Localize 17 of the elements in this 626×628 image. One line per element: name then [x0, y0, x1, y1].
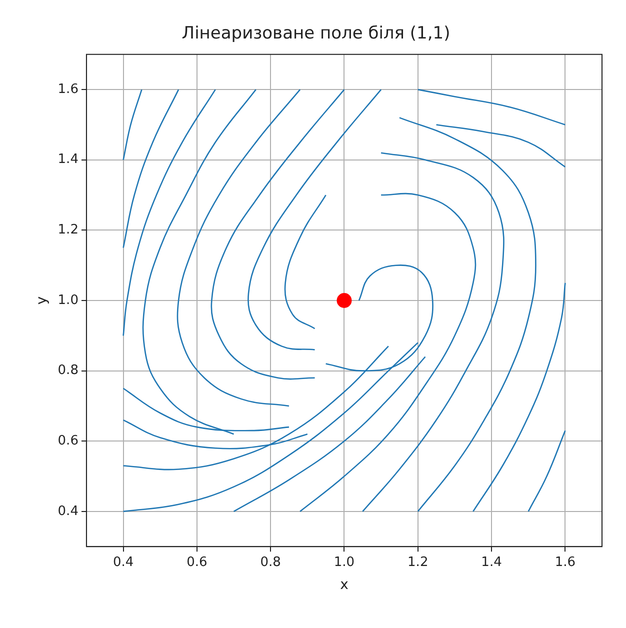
- x-tick-label: 0.8: [260, 554, 281, 570]
- y-tick-label: 1.0: [58, 292, 78, 308]
- x-tick-label: 1.4: [481, 554, 502, 570]
- x-tick-label: 0.4: [112, 554, 134, 570]
- y-tick-label: 1.4: [58, 152, 78, 168]
- y-tick-label: 1.2: [58, 222, 78, 238]
- x-tick-label: 1.0: [334, 554, 355, 570]
- y-tick-label: 0.4: [58, 504, 78, 519]
- chart-title: Лінеаризоване поле біля (1,1): [182, 24, 450, 44]
- y-tick-label: 0.6: [58, 434, 78, 449]
- x-tick-label: 1.6: [554, 554, 576, 570]
- x-tick-label: 0.6: [186, 554, 208, 570]
- x-tick-label: 1.2: [408, 554, 428, 570]
- x-axis-title: x: [340, 577, 348, 594]
- y-axis-title: y: [34, 296, 50, 305]
- y-tick-label: 1.6: [58, 82, 78, 97]
- y-tick-label: 0.8: [58, 363, 78, 378]
